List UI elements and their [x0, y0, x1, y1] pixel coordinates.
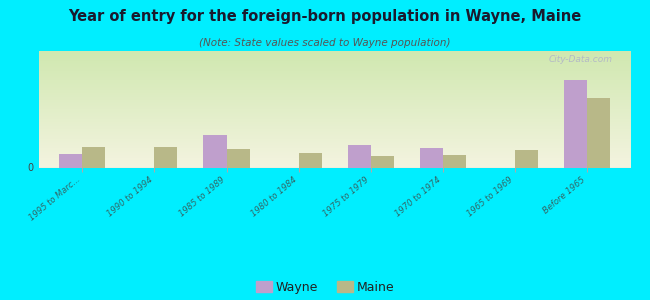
Bar	[564, 80, 587, 168]
Bar	[227, 149, 250, 168]
Bar	[83, 147, 105, 168]
Text: 0: 0	[27, 163, 33, 173]
Bar	[203, 135, 227, 168]
Text: Year of entry for the foreign-born population in Wayne, Maine: Year of entry for the foreign-born popul…	[68, 9, 582, 24]
Bar	[370, 156, 394, 168]
Bar	[155, 147, 177, 168]
Bar	[420, 148, 443, 168]
Text: City-Data.com: City-Data.com	[549, 55, 613, 64]
Text: (Note: State values scaled to Wayne population): (Note: State values scaled to Wayne popu…	[200, 38, 450, 47]
Legend: Wayne, Maine: Wayne, Maine	[255, 281, 395, 294]
Bar	[587, 98, 610, 168]
Bar	[299, 153, 322, 168]
Bar	[348, 145, 370, 168]
Bar	[443, 155, 466, 168]
Bar	[59, 154, 83, 168]
Bar	[515, 150, 538, 168]
